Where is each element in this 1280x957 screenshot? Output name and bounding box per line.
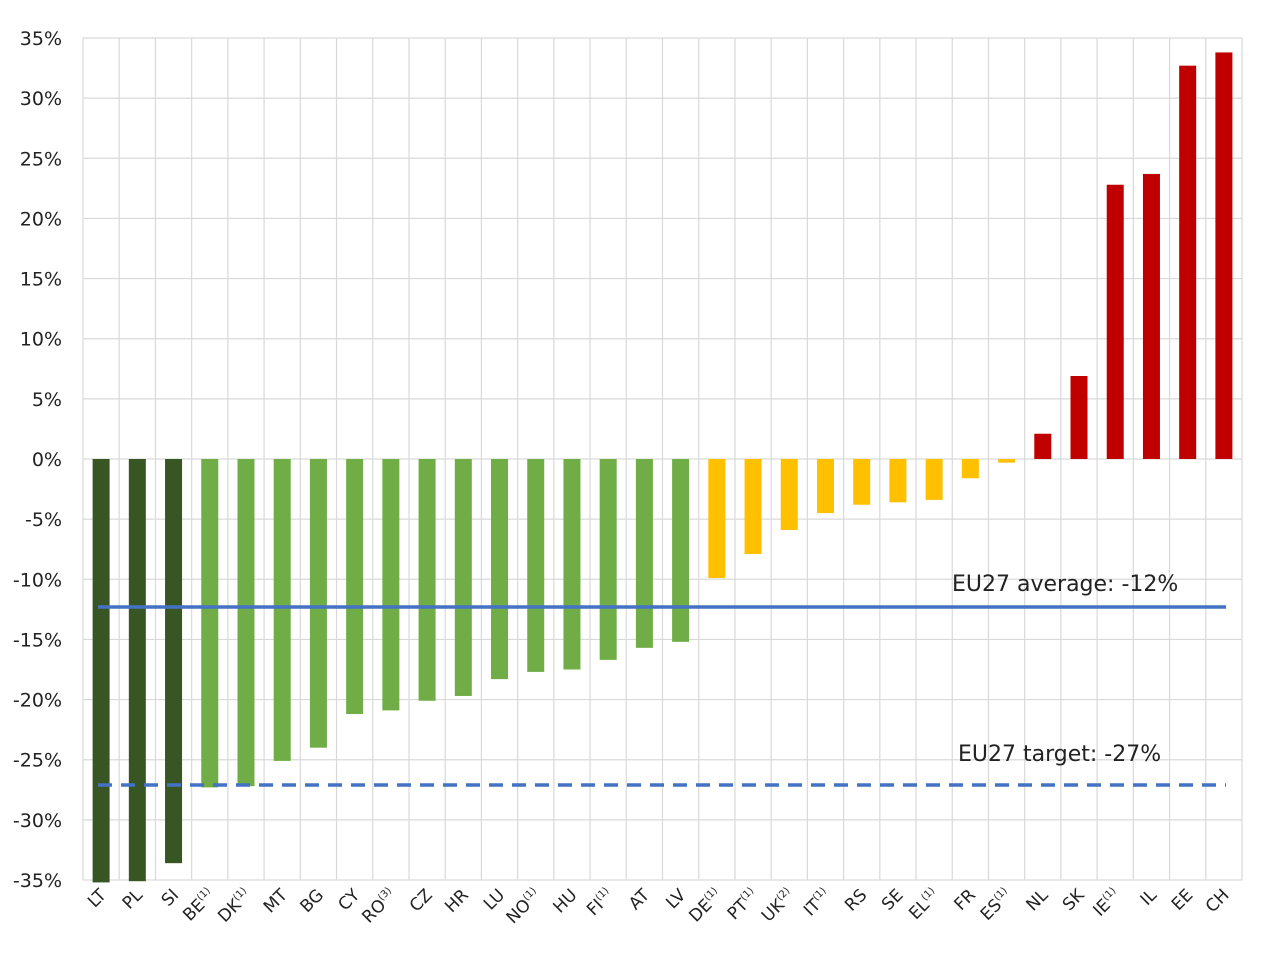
- x-tick-label: LT: [84, 885, 111, 912]
- x-tick-label: HR: [441, 885, 473, 917]
- bar-el: [925, 459, 943, 500]
- bar-es: [998, 459, 1016, 463]
- eu27-average-label: EU27 average: -12%: [952, 572, 1178, 597]
- x-tick-label: IL: [1137, 885, 1162, 910]
- x-tick-label: BE(1): [179, 885, 219, 925]
- y-tick-label: 25%: [20, 148, 62, 170]
- x-tick-label: PL: [119, 885, 147, 913]
- y-tick-label: -5%: [25, 509, 62, 531]
- bar-fi: [599, 459, 617, 660]
- bar-bg: [309, 459, 327, 748]
- x-tick-label: EL(1): [905, 885, 944, 924]
- y-tick-label: -35%: [13, 870, 62, 892]
- bars: [92, 52, 1233, 883]
- y-tick-label: 35%: [20, 28, 62, 50]
- x-tick-label: DE(1): [685, 885, 726, 926]
- bar-il: [1142, 173, 1160, 459]
- y-tick-label: -10%: [13, 569, 62, 591]
- x-tick-label: PT(1): [724, 885, 763, 924]
- y-tick-label: -30%: [13, 810, 62, 832]
- y-tick-label: 5%: [32, 389, 62, 411]
- bar-nl: [1034, 433, 1052, 459]
- x-tick-label: NO(1): [503, 885, 546, 928]
- bar-de: [708, 459, 726, 579]
- bar-ro: [382, 459, 400, 711]
- x-tick-label: RS: [841, 885, 871, 915]
- bar-rs: [853, 459, 871, 505]
- bar-hr: [454, 459, 472, 696]
- bar-lt: [92, 459, 110, 883]
- x-tick-label: NL: [1022, 885, 1052, 915]
- y-axis-ticks: 35% 30% 25% 20% 15% 10% 5% 0% -5% -10% -15% -20% -25…: [13, 28, 62, 892]
- x-tick-label: FR: [950, 885, 980, 915]
- x-tick-label: CH: [1202, 885, 1234, 917]
- bar-si: [165, 459, 183, 864]
- bar-be: [201, 459, 219, 788]
- x-tick-label: HU: [550, 885, 582, 917]
- x-tick-label: UK(2): [758, 885, 799, 926]
- y-tick-label: -25%: [13, 750, 62, 772]
- bar-pt: [744, 459, 762, 555]
- x-tick-label: AT: [625, 885, 654, 914]
- x-tick-label: SK: [1059, 885, 1089, 915]
- x-tick-label: DK(1): [214, 885, 255, 926]
- x-tick-label: EE: [1168, 885, 1197, 914]
- x-tick-label: MT: [260, 885, 292, 917]
- bar-hu: [563, 459, 581, 670]
- y-tick-label: 30%: [20, 88, 62, 110]
- x-tick-label: RO(3): [358, 885, 400, 927]
- y-tick-label: -15%: [13, 629, 62, 651]
- y-tick-label: 10%: [20, 329, 62, 351]
- bar-cz: [418, 459, 436, 701]
- x-tick-label: SI: [158, 885, 183, 910]
- x-tick-label: CZ: [406, 885, 437, 916]
- bar-cy: [346, 459, 364, 715]
- y-tick-label: 0%: [32, 449, 62, 471]
- x-tick-label: BG: [296, 885, 327, 916]
- bar-uk: [780, 459, 798, 530]
- bar-fr: [961, 459, 979, 479]
- x-tick-label: LU: [480, 885, 509, 914]
- reference-lines: EU27 average: -12% EU27 target: -27%: [98, 572, 1226, 787]
- bar-ee: [1179, 65, 1197, 459]
- bar-lu: [491, 459, 509, 680]
- bar-at: [635, 459, 653, 648]
- y-tick-label: 20%: [20, 208, 62, 230]
- bar-it: [816, 459, 834, 514]
- bar-no: [527, 459, 545, 672]
- x-tick-label: IE(1): [1089, 885, 1124, 920]
- x-tick-label: ES(1): [977, 885, 1016, 924]
- x-tick-label: SE: [878, 885, 907, 914]
- bar-pl: [128, 459, 146, 882]
- bar-ie: [1106, 184, 1124, 459]
- bar-sk: [1070, 376, 1088, 459]
- x-tick-label: FI(1): [583, 885, 618, 920]
- x-tick-label: IT(1): [800, 885, 835, 920]
- x-tick-label: LV: [662, 885, 690, 913]
- eu27-target-label: EU27 target: -27%: [958, 742, 1161, 767]
- y-tick-label: -20%: [13, 690, 62, 712]
- bar-se: [889, 459, 907, 503]
- bar-lv: [672, 459, 690, 642]
- bar-dk: [237, 459, 255, 787]
- bar-ch: [1215, 52, 1233, 459]
- y-tick-label: 15%: [20, 269, 62, 291]
- bar-mt: [273, 459, 291, 761]
